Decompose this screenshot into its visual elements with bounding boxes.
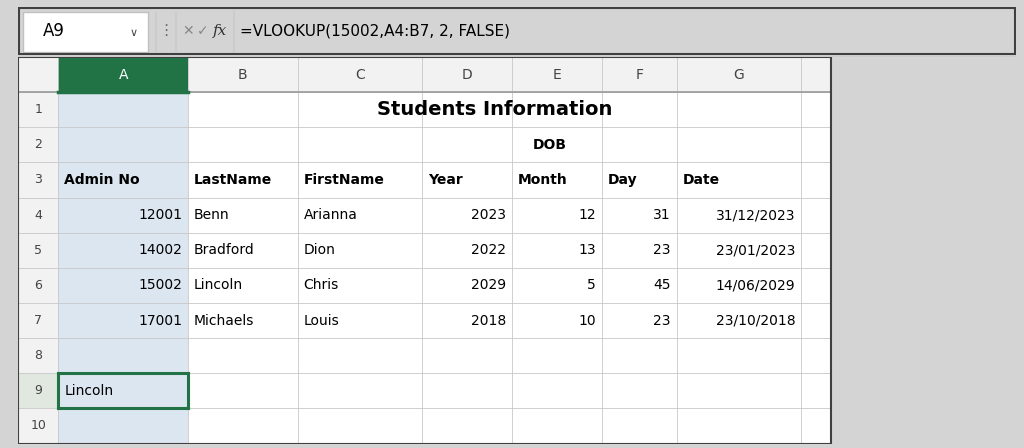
Bar xyxy=(18,57,831,444)
Bar xyxy=(58,92,188,444)
Text: 4: 4 xyxy=(35,209,42,222)
Text: 2: 2 xyxy=(35,138,42,151)
Text: fx: fx xyxy=(213,24,227,38)
Text: 9: 9 xyxy=(35,384,42,397)
Text: 2018: 2018 xyxy=(471,314,506,327)
Text: F: F xyxy=(635,68,643,82)
Text: Michaels: Michaels xyxy=(194,314,254,327)
Text: E: E xyxy=(553,68,561,82)
FancyBboxPatch shape xyxy=(24,12,148,52)
Bar xyxy=(18,373,58,409)
Text: ∨: ∨ xyxy=(129,28,137,38)
Text: 8: 8 xyxy=(35,349,42,362)
Bar xyxy=(18,57,831,444)
Text: D: D xyxy=(462,68,473,82)
Text: Date: Date xyxy=(683,173,720,187)
Text: 17001: 17001 xyxy=(138,314,182,327)
Text: 5: 5 xyxy=(35,244,42,257)
Text: DOB: DOB xyxy=(532,138,566,152)
Text: 31/12/2023: 31/12/2023 xyxy=(716,208,796,222)
Text: ⋮: ⋮ xyxy=(159,23,174,39)
Bar xyxy=(18,57,58,444)
Text: A: A xyxy=(119,68,128,82)
Text: 12: 12 xyxy=(579,208,596,222)
Text: 23/01/2023: 23/01/2023 xyxy=(716,243,796,257)
Bar xyxy=(58,57,188,92)
Text: 10: 10 xyxy=(31,419,46,432)
Text: 3: 3 xyxy=(35,173,42,186)
Text: C: C xyxy=(355,68,365,82)
Text: 45: 45 xyxy=(653,278,671,293)
Text: 23: 23 xyxy=(653,314,671,327)
Text: G: G xyxy=(733,68,744,82)
Text: 31: 31 xyxy=(653,208,671,222)
Text: 2029: 2029 xyxy=(471,278,506,293)
Text: Admin No: Admin No xyxy=(65,173,140,187)
Text: 23: 23 xyxy=(653,243,671,257)
Text: 5: 5 xyxy=(587,278,596,293)
Text: Arianna: Arianna xyxy=(304,208,357,222)
Text: 10: 10 xyxy=(579,314,596,327)
Text: 23/10/2018: 23/10/2018 xyxy=(716,314,796,327)
Text: 13: 13 xyxy=(579,243,596,257)
Text: Bradford: Bradford xyxy=(194,243,255,257)
Text: A9: A9 xyxy=(43,22,66,40)
Text: Month: Month xyxy=(518,173,568,187)
Text: Chris: Chris xyxy=(304,278,339,293)
Text: Dion: Dion xyxy=(304,243,336,257)
Text: 6: 6 xyxy=(35,279,42,292)
Text: B: B xyxy=(238,68,248,82)
Text: FirstName: FirstName xyxy=(304,173,385,187)
Text: ✓: ✓ xyxy=(198,24,209,38)
Text: 14/06/2029: 14/06/2029 xyxy=(716,278,796,293)
Text: 2023: 2023 xyxy=(471,208,506,222)
Text: Benn: Benn xyxy=(194,208,229,222)
Bar xyxy=(18,57,831,92)
Text: Students Information: Students Information xyxy=(377,100,612,119)
Text: LastName: LastName xyxy=(194,173,272,187)
Text: Lincoln: Lincoln xyxy=(65,384,114,398)
Text: 15002: 15002 xyxy=(138,278,182,293)
Text: 14002: 14002 xyxy=(138,243,182,257)
Text: =VLOOKUP(15002,A4:B7, 2, FALSE): =VLOOKUP(15002,A4:B7, 2, FALSE) xyxy=(240,23,510,39)
Text: 7: 7 xyxy=(35,314,42,327)
Text: ✕: ✕ xyxy=(182,24,194,38)
Text: Day: Day xyxy=(608,173,638,187)
Text: Year: Year xyxy=(428,173,463,187)
Text: Louis: Louis xyxy=(304,314,339,327)
Text: Lincoln: Lincoln xyxy=(194,278,243,293)
Text: 1: 1 xyxy=(35,103,42,116)
Text: 2022: 2022 xyxy=(471,243,506,257)
Text: 12001: 12001 xyxy=(138,208,182,222)
